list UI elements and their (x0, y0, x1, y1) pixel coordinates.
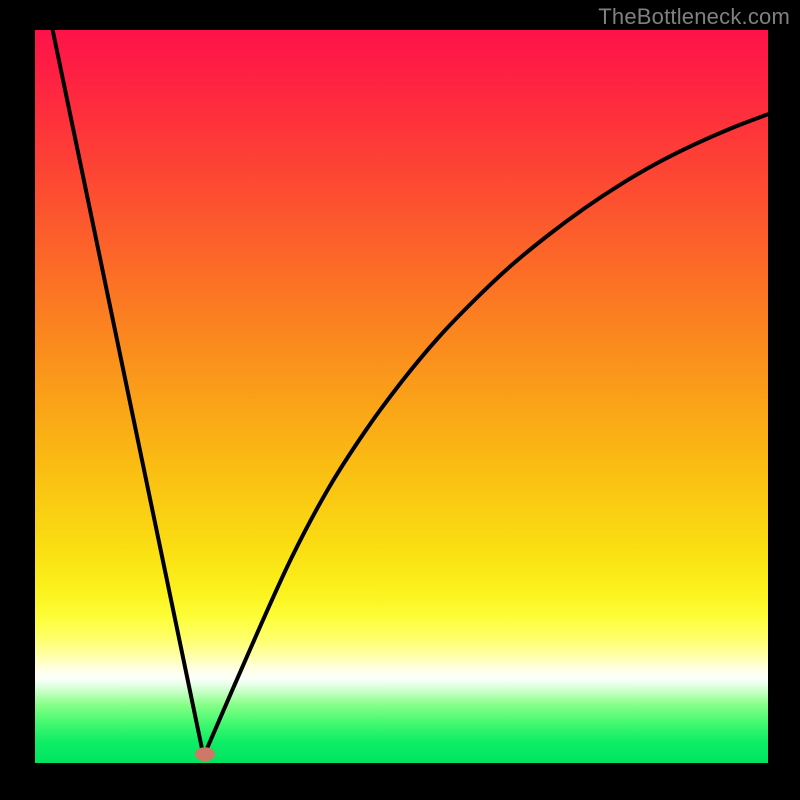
chart-frame: { "watermark": { "text": "TheBottleneck.… (0, 0, 800, 800)
plot-background (35, 30, 768, 763)
bottleneck-curve-chart (0, 0, 800, 800)
watermark-text: TheBottleneck.com (598, 4, 790, 30)
minimum-marker (195, 747, 215, 761)
